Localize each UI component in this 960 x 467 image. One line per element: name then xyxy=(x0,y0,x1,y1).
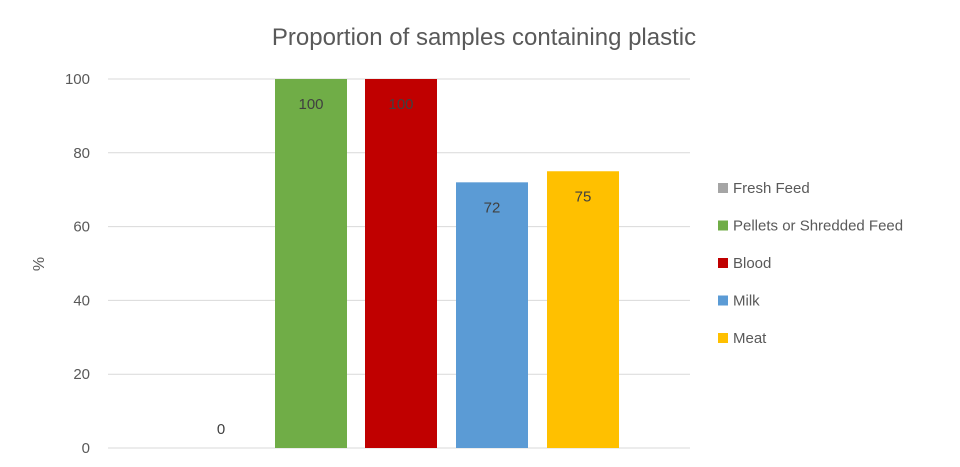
data-labels: 0 100 100 72 75 xyxy=(217,96,592,438)
y-axis-label: % xyxy=(31,257,48,271)
legend-swatch xyxy=(718,258,728,268)
y-tick-label: 100 xyxy=(65,71,90,88)
bar xyxy=(547,171,619,448)
y-tick-label: 80 xyxy=(73,145,90,162)
y-tick-label: 60 xyxy=(73,219,90,236)
chart-title: Proportion of samples containing plastic xyxy=(272,24,696,51)
data-label: 100 xyxy=(298,96,323,113)
bars xyxy=(275,79,619,448)
legend-swatch xyxy=(718,220,728,231)
y-tick-labels: 0 20 40 60 80 100 xyxy=(65,71,90,457)
legend-swatch xyxy=(718,333,728,343)
data-label: 100 xyxy=(388,96,413,113)
bar xyxy=(275,79,347,448)
legend-item-label: Milk xyxy=(733,293,760,310)
data-label: 0 xyxy=(217,421,225,438)
legend-item-label: Pellets or Shredded Feed xyxy=(733,218,903,235)
legend-item-label: Blood xyxy=(733,255,771,272)
bar xyxy=(456,182,528,448)
legend-swatch xyxy=(718,295,728,306)
data-label: 75 xyxy=(575,188,592,205)
legend: Fresh Feed Pellets or Shredded Feed Blood M… xyxy=(718,180,903,347)
bar xyxy=(365,79,437,448)
y-tick-label: 0 xyxy=(82,440,90,457)
legend-item-label: Meat xyxy=(733,330,767,347)
legend-item-label: Fresh Feed xyxy=(733,180,810,197)
data-label: 72 xyxy=(484,199,501,216)
y-tick-label: 20 xyxy=(73,366,90,383)
y-tick-label: 40 xyxy=(73,292,90,309)
legend-swatch xyxy=(718,183,728,193)
